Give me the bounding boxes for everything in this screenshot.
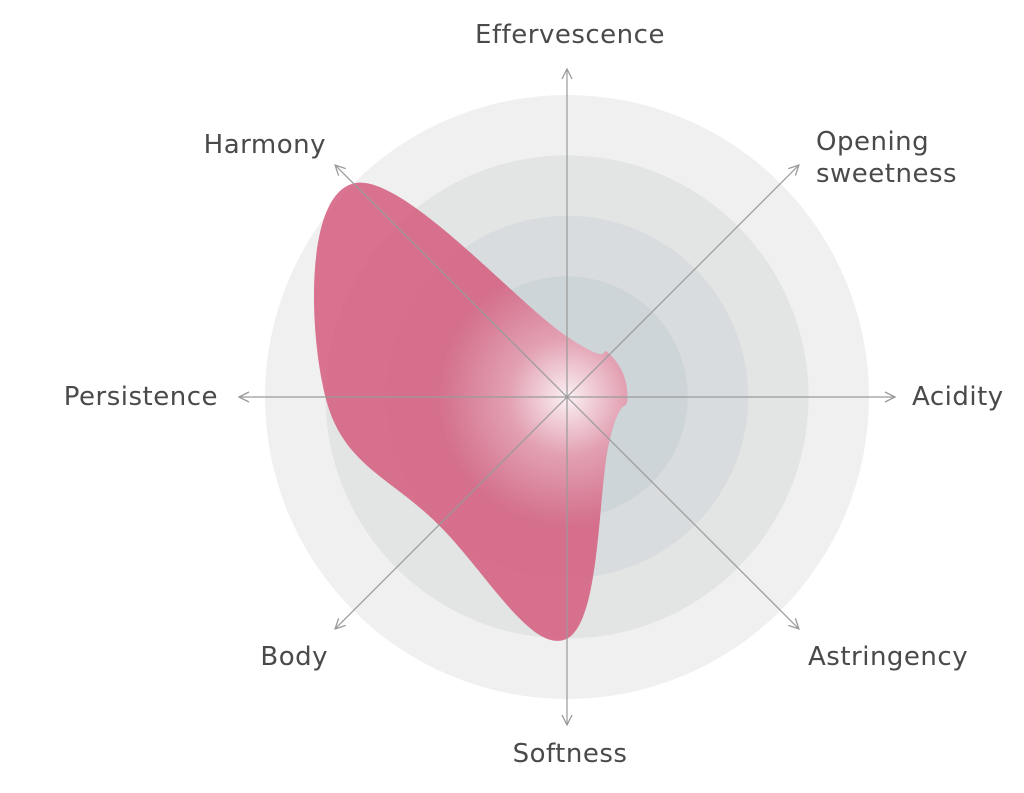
axis-label-astringency: Astringency: [808, 642, 968, 672]
data-area: [313, 182, 628, 641]
axis-label-harmony: Harmony: [204, 130, 326, 160]
axis-label-opening-sweetness: Opening sweetness: [816, 127, 957, 189]
axis-line-7: [335, 165, 568, 398]
axis-labels: Effervescence Opening sweetness Acidity Astr…: [64, 20, 1004, 769]
axis-line-5: [335, 396, 568, 629]
axis-label-body: Body: [260, 642, 328, 672]
axis-label-persistence: Persistence: [64, 382, 218, 412]
axis-label-acidity: Acidity: [912, 382, 1004, 412]
axis-label-effervescence: Effervescence: [475, 20, 665, 50]
axis-line-3: [566, 396, 799, 629]
data-area-highlight: [313, 182, 628, 641]
axis-line-1: [566, 165, 799, 398]
axis-label-softness: Softness: [513, 739, 628, 769]
axes: [239, 69, 895, 725]
